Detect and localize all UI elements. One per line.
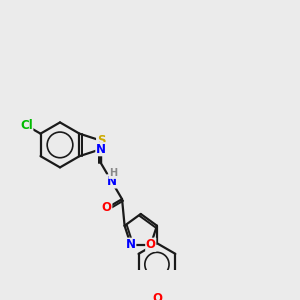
Text: O: O: [102, 201, 112, 214]
Text: O: O: [152, 292, 162, 300]
Text: N: N: [126, 238, 136, 251]
Text: N: N: [107, 175, 117, 188]
Text: O: O: [146, 238, 156, 251]
Text: N: N: [96, 143, 106, 156]
Text: S: S: [97, 134, 105, 147]
Text: Cl: Cl: [20, 119, 33, 132]
Text: H: H: [109, 168, 117, 178]
